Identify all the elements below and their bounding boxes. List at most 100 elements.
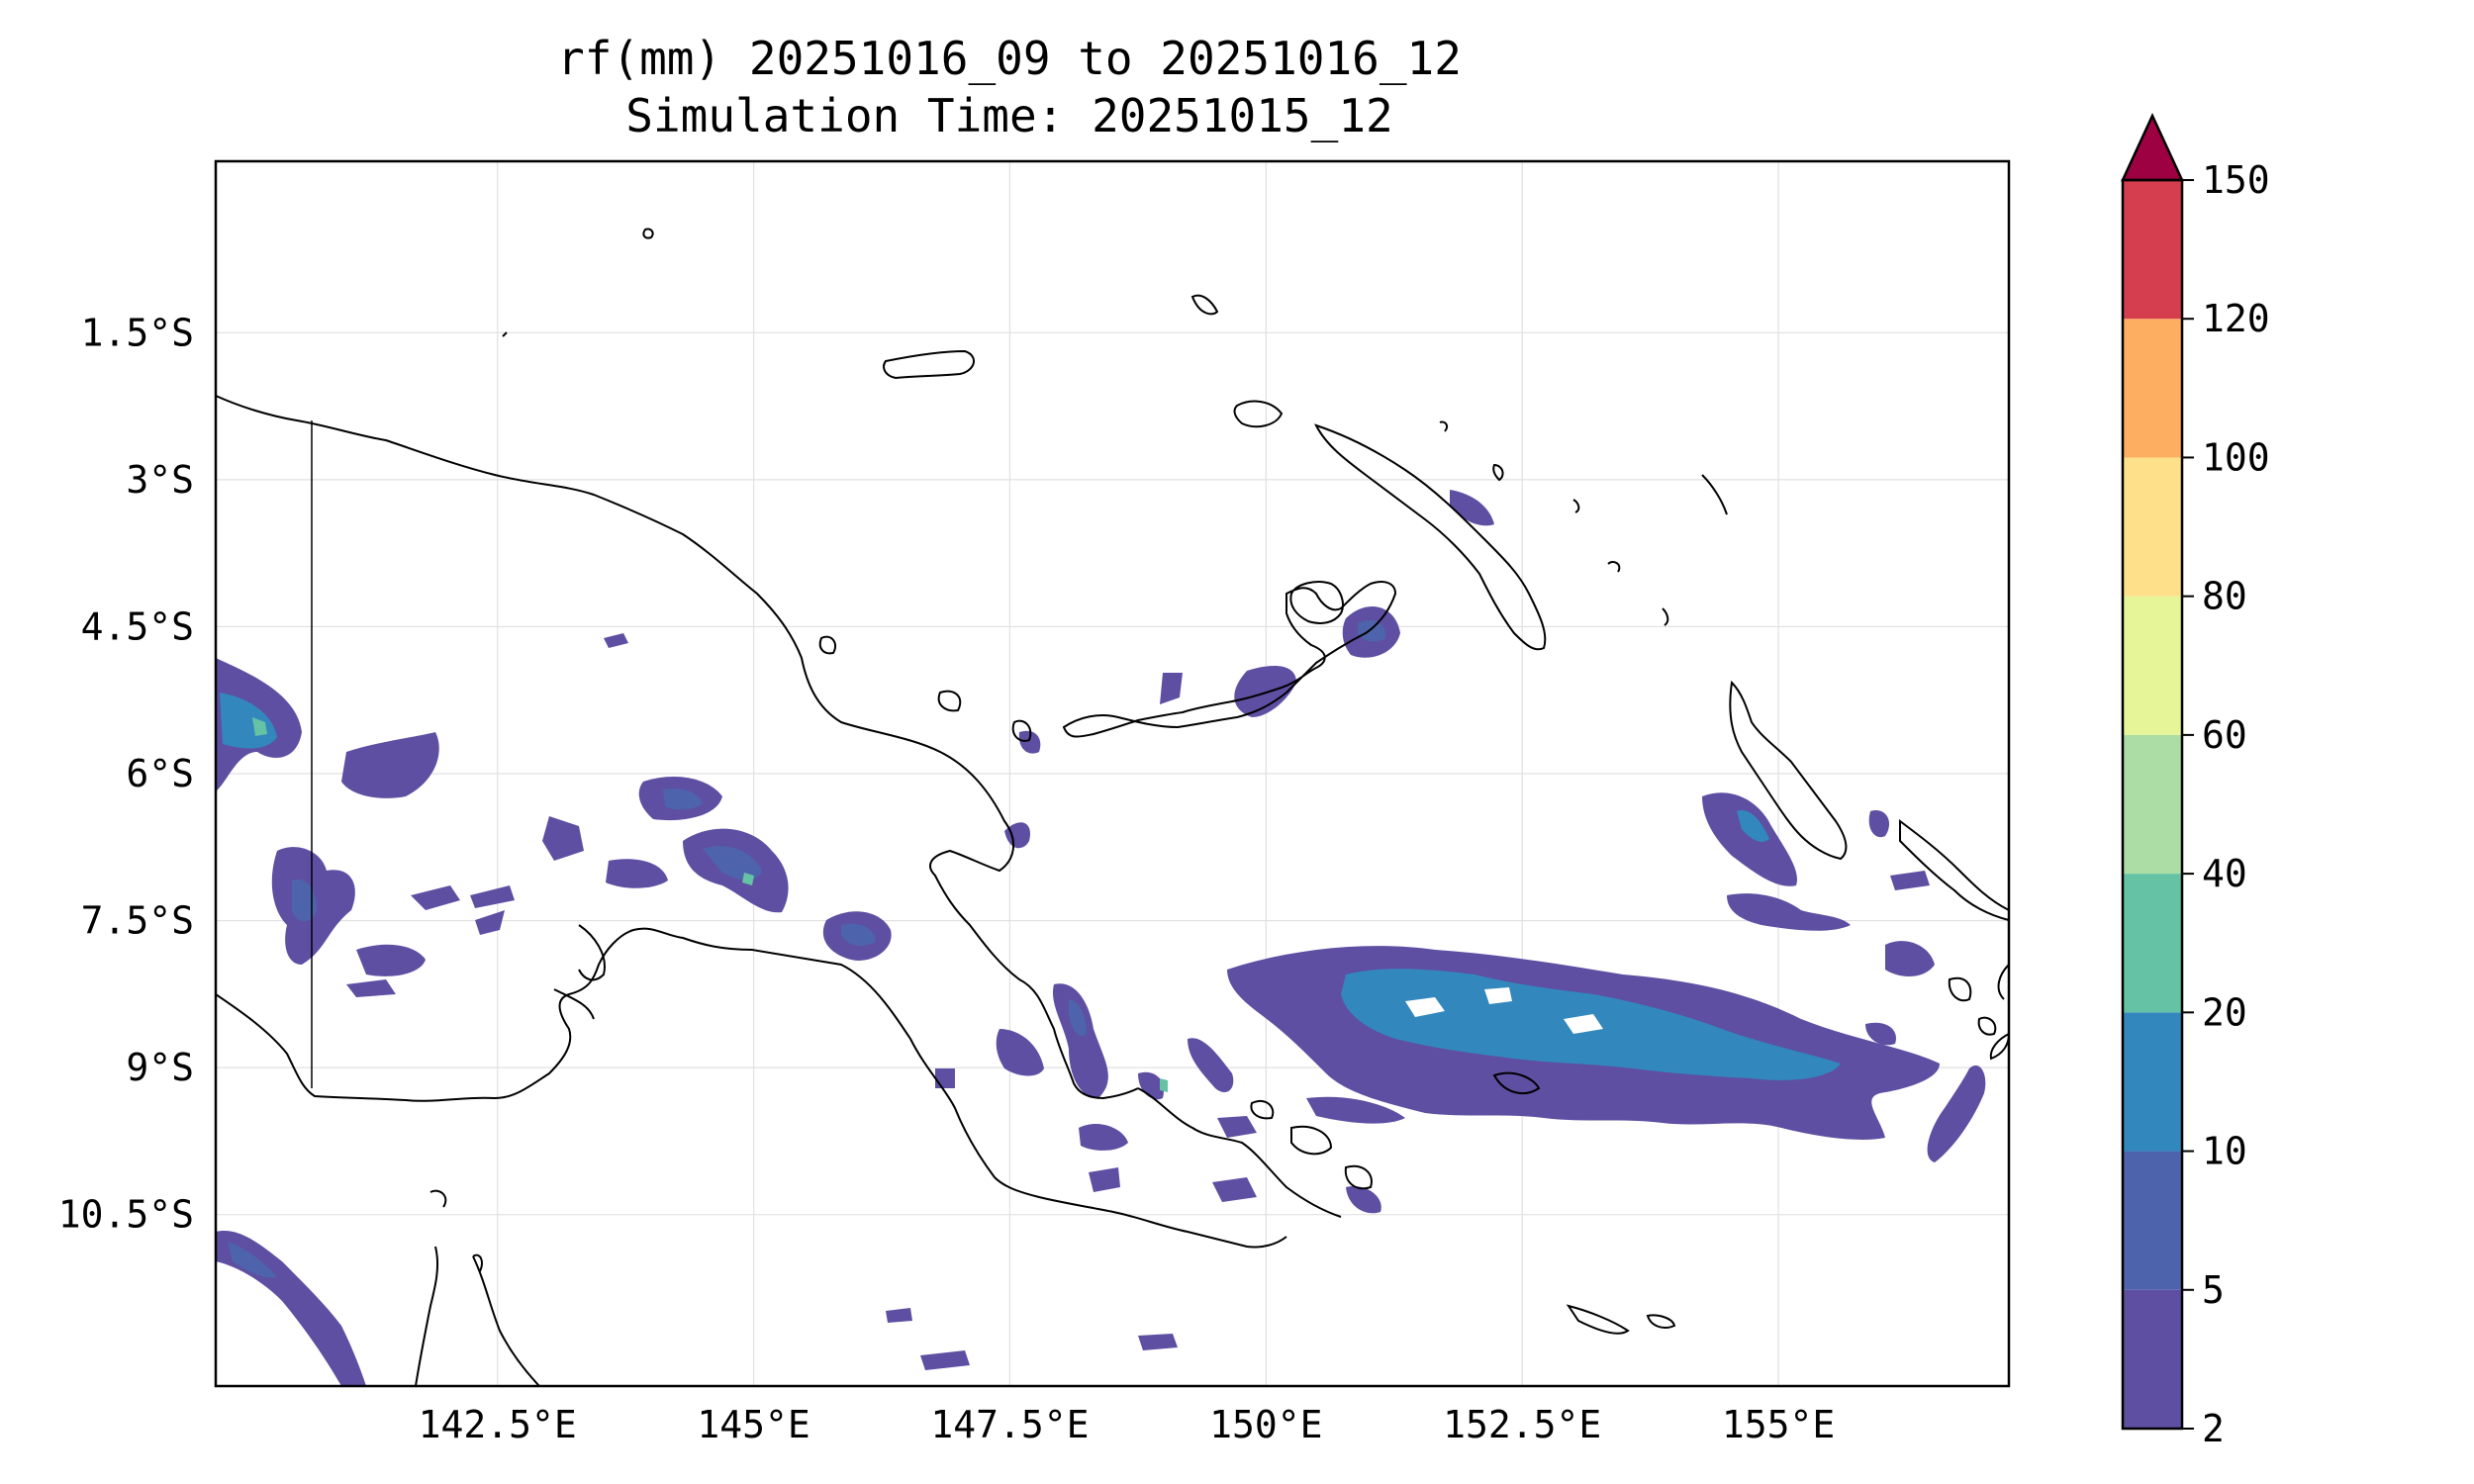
rain-area-west-mid — [411, 885, 460, 910]
dentrecasteaux-2 — [1344, 1164, 1373, 1190]
colorbar: 2 5 10 20 40 60 80 100 120 150 — [2121, 113, 2270, 1450]
rain-area-west-mid-3 — [475, 910, 505, 935]
rain-area-south-band — [1306, 1096, 1405, 1124]
rain-area-bougainville — [1702, 792, 1797, 886]
rain-area-new-britain-mid — [1160, 673, 1183, 704]
lat-tick-label: 9°S — [126, 1046, 194, 1089]
lat-tick-label: 1.5°S — [81, 311, 194, 354]
new-guinea-south-coast — [215, 927, 1287, 1249]
colorbar-frame — [2121, 178, 2184, 1431]
rain-area-solomon-east — [1890, 871, 1930, 890]
island-ne-3 — [1439, 420, 1449, 432]
rain-area-bougainville-core — [1737, 810, 1769, 842]
rain-area-kimbe — [1004, 822, 1030, 849]
lon-tick-label: 147.5°E — [930, 1403, 1089, 1446]
rain-area-west-south — [356, 944, 426, 976]
rain-area-highlands-central-peak — [742, 873, 754, 885]
colorbar-tick-label: 80 — [2202, 575, 2247, 618]
colorbar-tick-label: 5 — [2202, 1268, 2225, 1312]
rain-area-highlands-north — [542, 816, 584, 861]
new-ireland — [1314, 423, 1547, 651]
colorbar-segment — [2123, 180, 2182, 320]
colorbar-tick-label: 20 — [2202, 990, 2247, 1034]
title-line-1: rf(mm) 20251016_09 to 20251016_12 — [557, 32, 1462, 85]
rain-area-coral-2 — [1138, 1334, 1178, 1350]
lon-tick-label: 150°E — [1209, 1403, 1322, 1446]
woodlark-island — [1492, 1071, 1541, 1095]
rain-area-papuan-tip — [1217, 1116, 1257, 1138]
rain-area-oro-core — [1160, 1078, 1168, 1092]
rain-area-morobe-2 — [935, 1068, 955, 1088]
new-britain — [1062, 581, 1397, 738]
manus-island — [883, 349, 975, 380]
longitude-ticks: 142.5°E 145°E 147.5°E 150°E 152.5°E 155°E — [419, 1403, 1836, 1446]
louisiade-1 — [1566, 1304, 1630, 1335]
colorbar-segment — [2123, 1151, 2182, 1290]
solomon-islands-small-2 — [1977, 1016, 1997, 1036]
island-ne-2 — [1607, 561, 1621, 573]
island-ne-1 — [1701, 474, 1728, 515]
island-north-1 — [642, 228, 654, 239]
new-hanover — [1233, 400, 1284, 428]
colorbar-tick-label: 120 — [2202, 297, 2270, 340]
bougainville-coast — [1729, 680, 1848, 861]
torres-strait — [429, 1189, 483, 1272]
rain-area-highlands-west-core — [292, 880, 317, 922]
lon-tick-label: 152.5°E — [1443, 1403, 1601, 1446]
lon-tick-label: 142.5°E — [419, 1403, 577, 1446]
rain-area-highland-north-blob — [604, 633, 628, 648]
island-north-4 — [937, 690, 962, 712]
rain-area-fly-river — [341, 732, 439, 798]
colorbar-segment — [2123, 319, 2182, 458]
colorbar-tick-label: 150 — [2202, 158, 2270, 202]
solomon-islands-small-1 — [1948, 976, 1972, 1002]
lat-tick-label: 4.5°S — [81, 604, 194, 648]
rain-area-morobe-coast — [996, 1029, 1044, 1076]
rain-area-gulf-core — [841, 923, 876, 946]
rain-area-oro — [1079, 1123, 1128, 1151]
island-north-5 — [1011, 719, 1032, 742]
colorbar-segment — [2123, 1289, 2182, 1429]
island-north-2 — [502, 331, 508, 337]
map-panel: 142.5°E 145°E 147.5°E 150°E 152.5°E 155°E 1.5… — [58, 159, 2011, 1446]
colorbar-tick-label: 100 — [2202, 435, 2270, 479]
rain-area-highlands-central-core — [703, 846, 762, 881]
rain-area-new-britain-south — [1234, 666, 1296, 717]
colorbar-tick-label: 10 — [2202, 1130, 2247, 1173]
latitude-ticks: 1.5°S 3°S 4.5°S 6°S 7.5°S 9°S 10.5°S — [58, 311, 194, 1236]
huon-peninsula — [1137, 1087, 1342, 1218]
lat-tick-label: 6°S — [126, 752, 194, 795]
colorbar-segment — [2123, 457, 2182, 597]
rain-area-huon-core — [1069, 999, 1087, 1037]
louisiade-2 — [1646, 1314, 1676, 1329]
island-ne-4 — [1492, 463, 1504, 482]
cape-york-coast — [415, 1246, 540, 1387]
colorbar-tick-label: 2 — [2202, 1407, 2225, 1450]
rain-area-papuan-tip-3 — [1089, 1167, 1120, 1192]
island-north-3 — [818, 635, 837, 655]
island-ne-6 — [1662, 607, 1669, 626]
rain-area-west-south-2 — [346, 979, 396, 997]
rain-area-highlands-south — [606, 859, 668, 888]
coastlines — [215, 228, 2011, 1387]
new-guinea-north-coast — [215, 395, 1139, 1100]
rain-area-bougainville-south — [1727, 893, 1851, 931]
colorbar-segment — [2123, 874, 2182, 1013]
colorbar-segment — [2123, 596, 2182, 735]
rain-area-cape-york-core — [228, 1242, 277, 1278]
rain-area-west-border-peak — [252, 717, 267, 736]
rain-area-west-mid-2 — [470, 885, 515, 908]
lon-tick-label: 145°E — [697, 1403, 809, 1446]
rain-area-south-band-2 — [1346, 1186, 1381, 1214]
solomon-islands-small-3 — [1989, 1032, 2011, 1061]
rain-area-milne-west — [1188, 1038, 1234, 1093]
rain-area-solomon-sea-hole-3 — [1484, 987, 1512, 1004]
rain-area-new-ireland — [1450, 490, 1494, 526]
map-frame — [214, 159, 2011, 1388]
rain-area-southern-highlands-core — [663, 788, 703, 810]
rain-area-papuan-tip-2 — [1212, 1177, 1257, 1202]
rain-area-new-britain-north-core — [1358, 619, 1386, 642]
rain-area-san-cristobal — [1927, 1065, 1986, 1162]
colorbar-tick-label: 60 — [2202, 713, 2247, 757]
